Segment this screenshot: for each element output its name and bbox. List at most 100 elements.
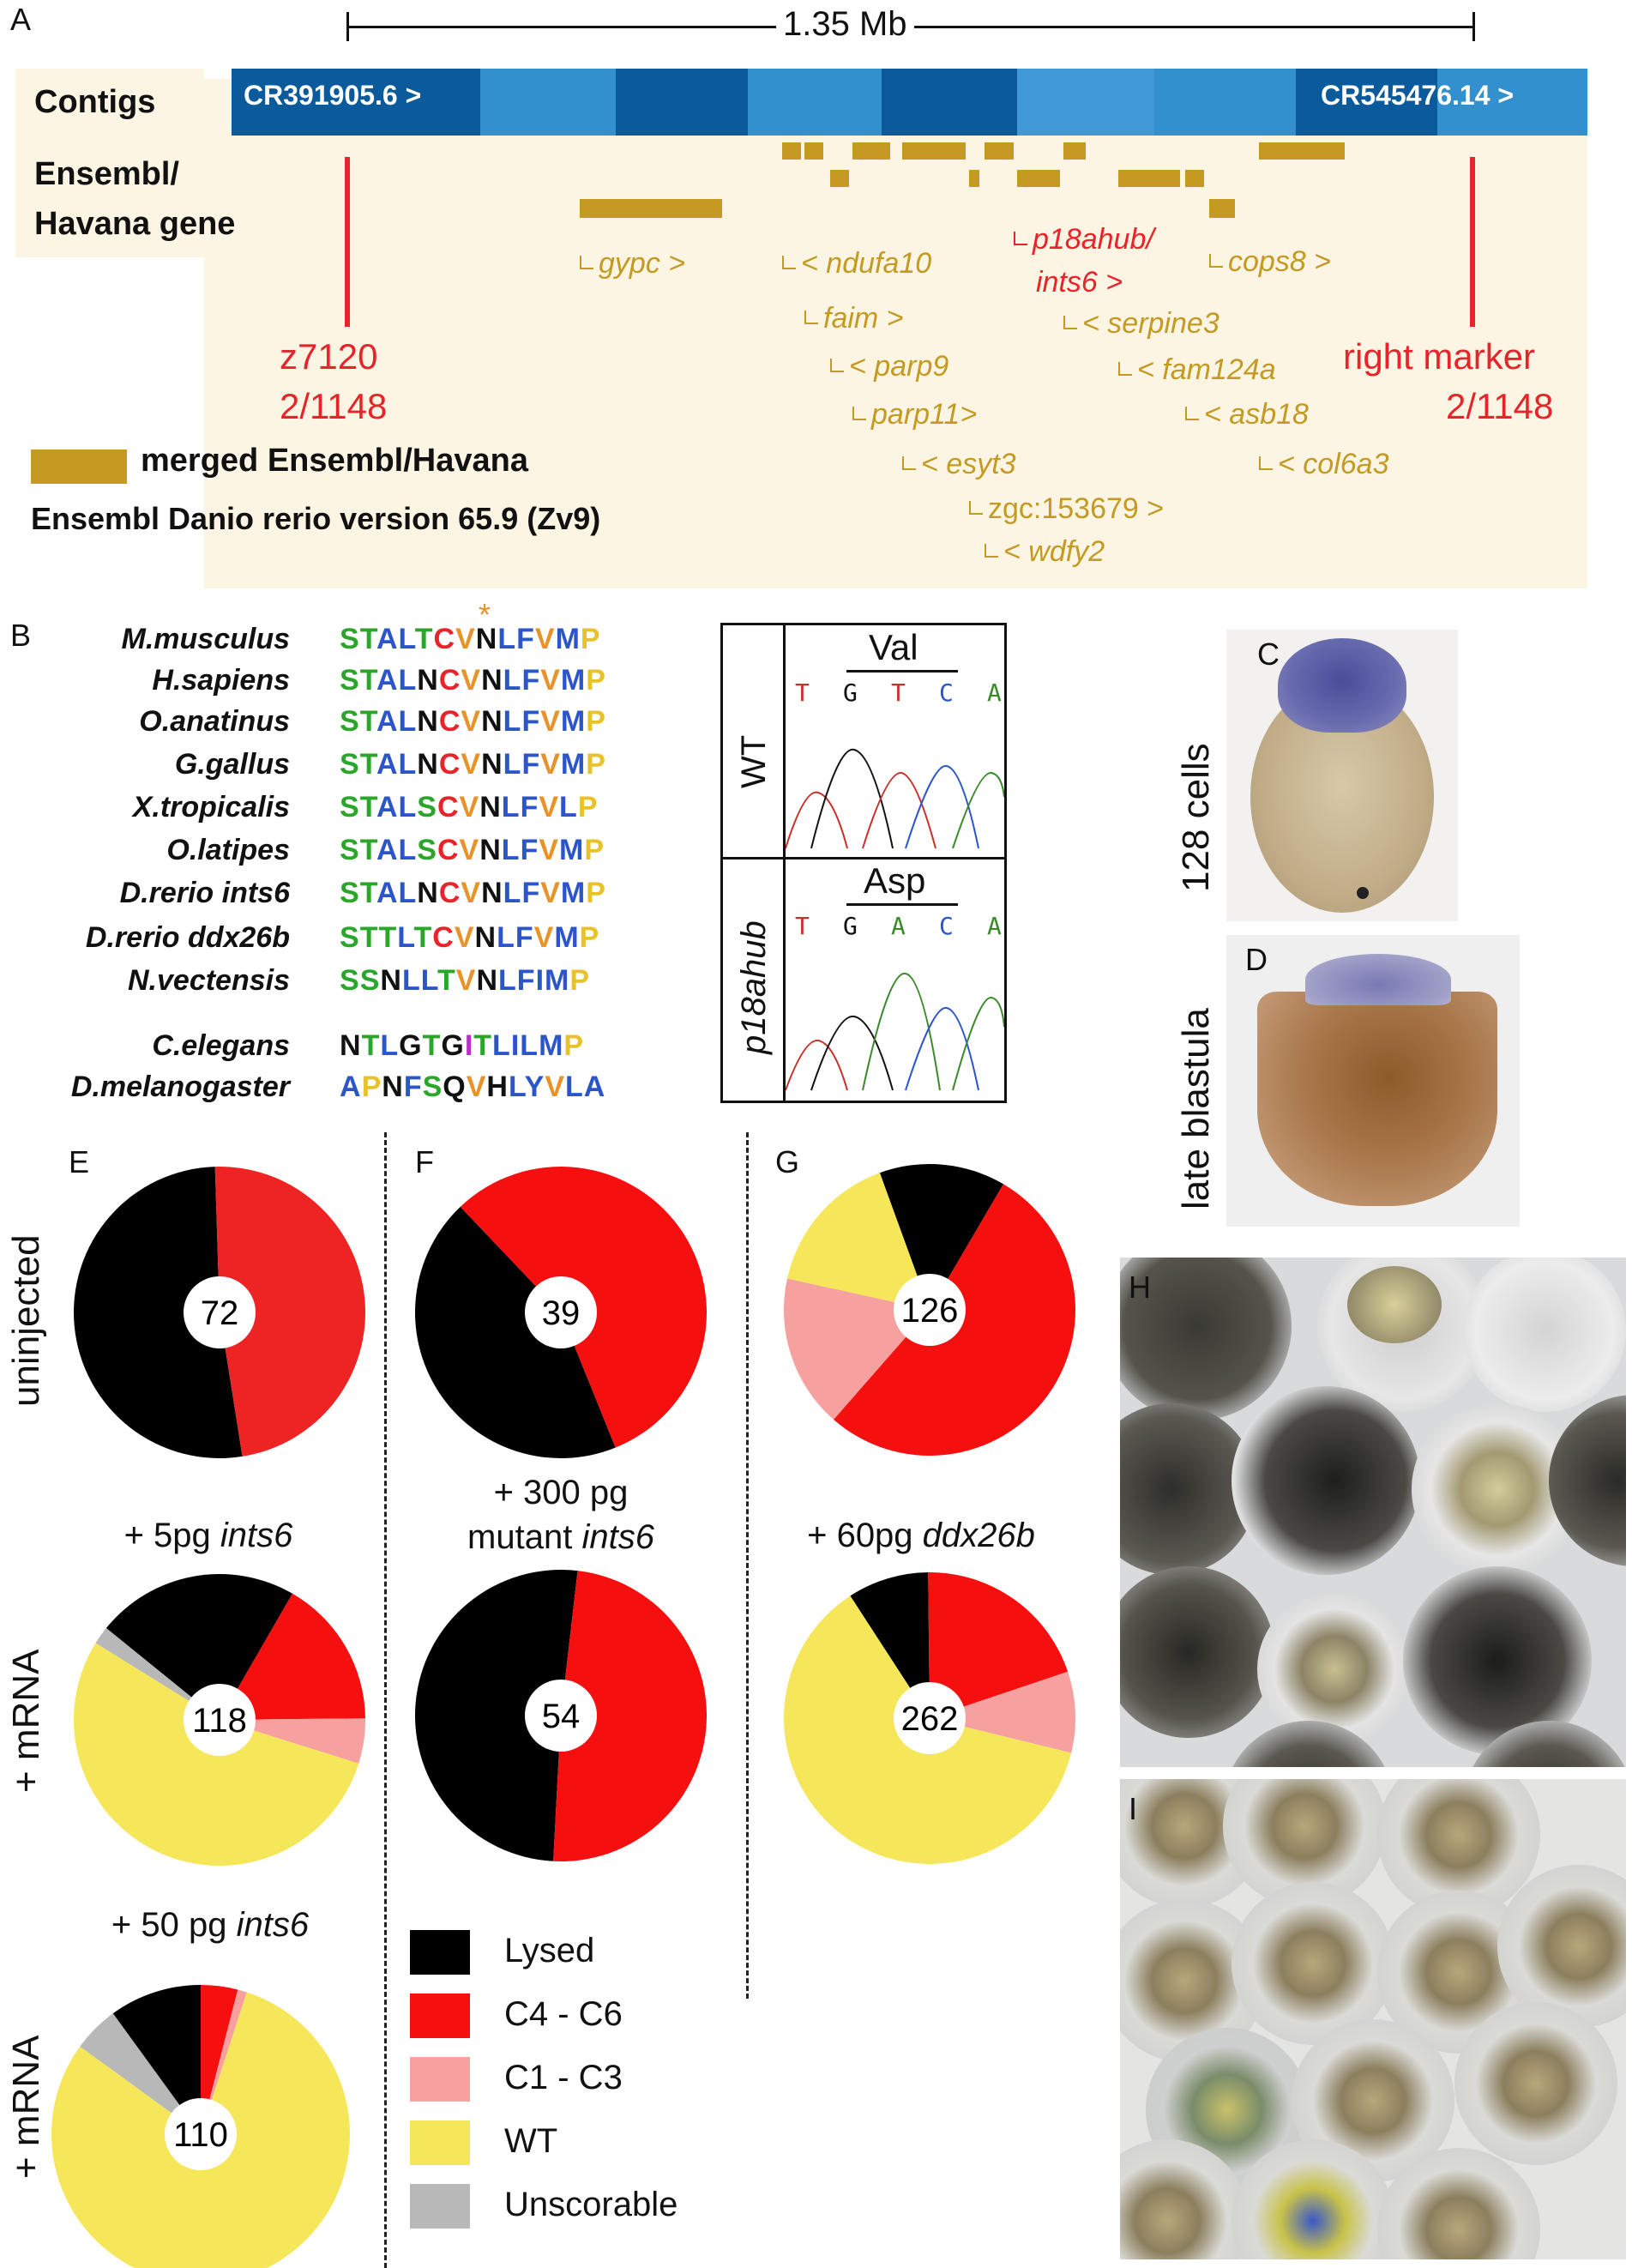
mut-codon-bar	[846, 903, 958, 906]
panel-letter-h: H	[1129, 1270, 1151, 1305]
gene-box	[1259, 142, 1345, 160]
pie-title-f2: + 300 pg	[493, 1474, 629, 1511]
residue: V	[545, 1071, 566, 1103]
residue: S	[340, 748, 360, 781]
residue: V	[540, 705, 561, 738]
base-call: T	[795, 679, 810, 707]
residue: A	[376, 791, 399, 823]
residue: L	[565, 1071, 584, 1103]
wt-trace	[786, 748, 1004, 849]
pie-slice-lysed	[105, 1574, 292, 1720]
residue: M	[555, 623, 581, 655]
residue: N	[481, 748, 503, 781]
residue: P	[579, 921, 600, 954]
trace-a	[952, 997, 1004, 1091]
trace-t	[786, 791, 848, 849]
residue: F	[520, 834, 539, 866]
embryo	[1232, 1882, 1394, 2045]
sequence-row: STTLTCVNLFVMP	[340, 921, 599, 955]
gene-track-label: Havana gene	[34, 206, 236, 242]
legend-label: C4 - C6	[504, 1995, 623, 2033]
pie-title-g2: + 60pg ddx26b	[807, 1517, 1035, 1554]
residue: S	[340, 705, 360, 738]
contig-bar	[232, 69, 1587, 136]
residue: F	[521, 748, 541, 781]
scale-bar-right-tick	[1472, 12, 1475, 41]
residue: L	[501, 791, 521, 823]
residue: L	[503, 705, 522, 738]
residue: N	[476, 964, 498, 997]
residue: N	[475, 623, 498, 655]
residue: S	[340, 623, 360, 655]
panel-letter-b: B	[10, 618, 32, 653]
embryo	[1257, 1592, 1412, 1746]
residue: M	[560, 664, 587, 697]
embryo	[1463, 1258, 1626, 1412]
pie-slice-lysed	[74, 1167, 243, 1458]
left-marker-name: z7120	[280, 336, 378, 377]
residue: Y	[524, 1071, 545, 1103]
panel-letter-i: I	[1129, 1791, 1138, 1826]
residue: F	[515, 921, 534, 954]
sequence-row: APNFSQVHLYVLA	[340, 1071, 605, 1104]
debris	[1357, 887, 1369, 899]
residue: L	[503, 748, 522, 781]
pie-center	[184, 1684, 256, 1756]
residue: L	[398, 877, 418, 909]
trace-a	[952, 772, 1004, 849]
residue: P	[563, 1029, 585, 1062]
residue: T	[361, 1029, 381, 1062]
panel-a-background	[204, 79, 1587, 588]
species-name: O.latipes	[166, 834, 290, 866]
pie-count: 110	[173, 2116, 228, 2154]
base-call: G	[843, 912, 858, 940]
pie-slice-lysed	[850, 1572, 930, 1718]
panel-letter-a: A	[10, 2, 32, 37]
gene-box	[902, 142, 966, 160]
residue: L	[497, 921, 515, 954]
residue: G	[441, 1029, 465, 1062]
panel-letter-f: F	[415, 1144, 434, 1179]
right-marker-ratio: 2/1148	[1446, 386, 1554, 426]
residue: L	[420, 964, 437, 997]
gene-box	[1118, 170, 1180, 187]
gene-box	[580, 199, 722, 218]
trace-t	[786, 1040, 848, 1091]
gene-label-serpine3: < serpine3	[1063, 307, 1219, 341]
embryo	[1120, 1258, 1292, 1421]
base-call: C	[939, 912, 954, 940]
contig-segment	[232, 69, 480, 136]
pie-slice-c4-c6	[220, 1593, 365, 1720]
pie-slice-c1-c3	[783, 1278, 930, 1420]
residue: Q	[443, 1071, 467, 1103]
species-name: D.melanogaster	[70, 1071, 290, 1103]
pie-slice-c4-c6	[928, 1571, 1069, 1718]
contig-segment	[1154, 69, 1296, 136]
residue: L	[492, 1029, 511, 1062]
residue: V	[540, 877, 561, 909]
residue: N	[479, 834, 502, 866]
residue: T	[359, 664, 376, 697]
contig-left-label: CR391905.6 >	[244, 80, 422, 111]
residue: L	[508, 1071, 525, 1103]
legend-swatch	[410, 2057, 470, 2102]
pie-slice-lysed	[414, 1206, 616, 1459]
pie-slice-c1-c3	[930, 1671, 1075, 1753]
panel-divider-ef	[384, 1132, 387, 2268]
pie-e3: 110	[51, 1985, 351, 2268]
species-name: G.gallus	[174, 748, 290, 781]
merged-legend-label: merged Ensembl/Havana	[141, 443, 528, 479]
gene-box	[830, 170, 849, 187]
legend-label: WT	[504, 2122, 558, 2160]
pie-slice-c4-c6	[553, 1571, 708, 1861]
residue: A	[376, 623, 399, 655]
c-stage-label: 128 cells	[1175, 743, 1217, 892]
pie-g1: 126	[783, 1163, 1076, 1457]
base-call: A	[987, 912, 1002, 940]
left-marker-line	[345, 157, 350, 327]
residue: T	[437, 964, 456, 997]
residue: M	[539, 1029, 564, 1062]
residue: S	[340, 921, 360, 954]
gene-label-col6a3: < col6a3	[1259, 448, 1389, 481]
